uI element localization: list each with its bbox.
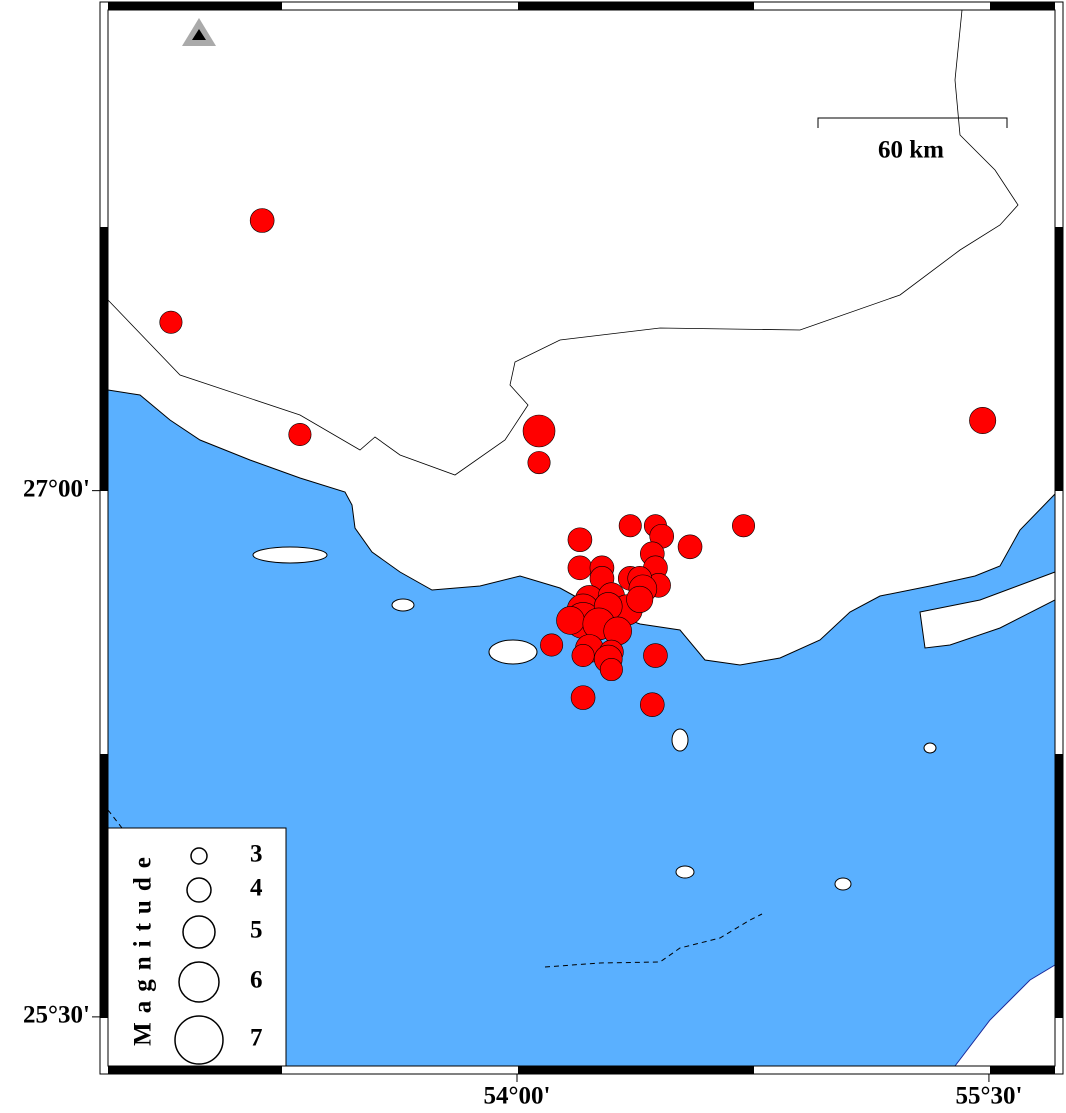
legend-label: 7: [250, 1025, 263, 1052]
earthquake: [618, 514, 642, 538]
island: [923, 742, 937, 754]
legend-label: 3: [250, 841, 263, 868]
island: [488, 639, 538, 665]
legend-label: 5: [250, 917, 263, 944]
frame: [99, 1, 1064, 1075]
legend-circle: [182, 915, 216, 949]
island: [834, 877, 852, 891]
legend-circle: [174, 1015, 224, 1065]
ticks: 54°00' 55°30' 27°00' 25°30': [23, 475, 1022, 1109]
earthquake: [556, 606, 585, 635]
events: [159, 208, 997, 717]
earthquake: [639, 692, 665, 717]
island: [671, 728, 689, 752]
legend-label: 4: [250, 875, 263, 902]
maritime-boundary: [544, 913, 763, 968]
station-marker: [192, 29, 206, 40]
legend-circle: [186, 877, 212, 903]
earthquake: [527, 451, 551, 475]
earthquake: [567, 555, 593, 581]
scale-bar: [817, 117, 1008, 128]
earthquake: [677, 534, 703, 560]
y-tick-label: 27°00': [23, 475, 90, 502]
earthquake: [732, 514, 756, 538]
legend-circle: [178, 961, 220, 1003]
earthquake: [159, 310, 183, 334]
legend-title: Magnitude: [130, 848, 157, 1046]
island: [252, 546, 328, 564]
y-tick-label: 25°30': [23, 1002, 90, 1029]
legend-circle: [190, 847, 208, 865]
earthquake: [643, 643, 668, 668]
island: [675, 865, 695, 879]
earthquake: [626, 585, 654, 613]
earthquake: [570, 685, 596, 710]
earthquake: [571, 644, 595, 668]
legend: 3 4 5 6 7: [174, 841, 263, 1065]
earthquake: [249, 208, 275, 233]
earthquake: [567, 527, 593, 553]
scale-label: 60 km: [878, 137, 944, 164]
earthquake: [540, 633, 564, 657]
maritime-boundary: [107, 809, 123, 829]
earthquake: [599, 658, 623, 682]
earthquake: [522, 414, 556, 448]
x-tick-label: 55°30': [955, 1083, 1022, 1110]
island: [919, 571, 1056, 649]
legend-label: 6: [250, 967, 263, 994]
island: [391, 598, 415, 612]
border: [107, 9, 1019, 476]
earthquake: [288, 423, 312, 447]
x-tick-label: 54°00': [484, 1083, 551, 1110]
earthquake: [969, 406, 997, 434]
